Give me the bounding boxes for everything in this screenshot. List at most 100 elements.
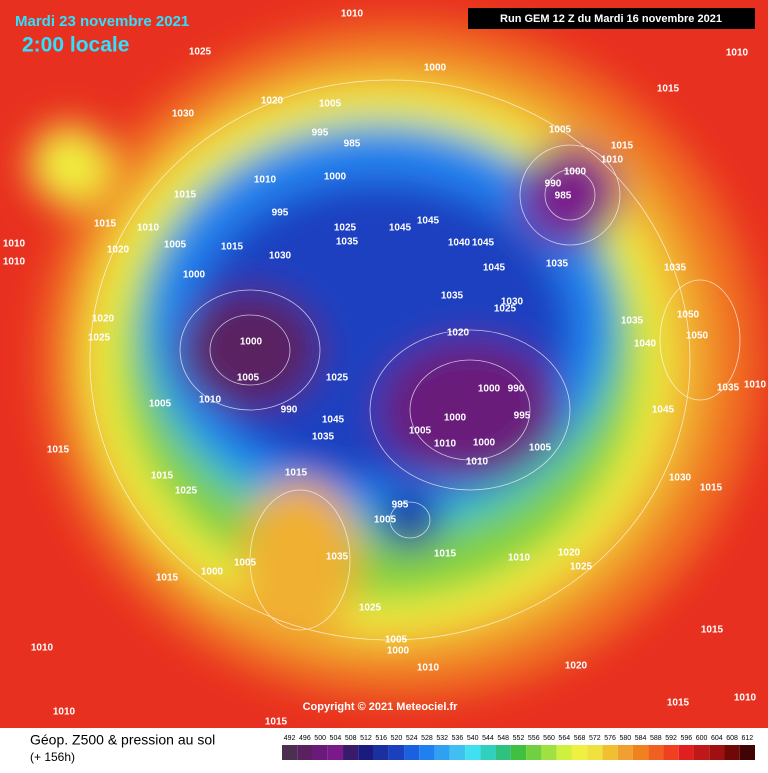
- isobar-label: 1005: [409, 426, 432, 437]
- scale-label: 560: [543, 735, 555, 742]
- scale-swatch: [434, 745, 450, 760]
- scale-label: 536: [452, 735, 464, 742]
- scale-swatch: [693, 745, 710, 760]
- isobar-label: 1015: [657, 84, 680, 95]
- scale-label: 520: [391, 735, 403, 742]
- isobar-label: 1015: [285, 468, 308, 479]
- isobar-label: 1030: [172, 109, 195, 120]
- isobar-label: 1005: [385, 635, 408, 646]
- scale-label: 548: [497, 735, 509, 742]
- isobar-label: 1025: [189, 47, 212, 58]
- isobar-label: 1045: [483, 263, 506, 274]
- isobar-label: 1010: [31, 643, 54, 654]
- scale-swatch: [419, 745, 435, 760]
- scale-swatch: [724, 745, 740, 760]
- isobar-label: 1000: [444, 413, 467, 424]
- scale-label: 596: [680, 735, 692, 742]
- scale-label: 512: [360, 735, 372, 742]
- isobar-label: 1010: [601, 155, 624, 166]
- isobar-label: 1035: [336, 237, 359, 248]
- isobar-label: 1025: [175, 486, 198, 497]
- isobar-label: 1035: [717, 383, 740, 394]
- scale-label: 508: [345, 735, 357, 742]
- isobar-label: 1000: [240, 337, 263, 348]
- isobar-label: 1005: [149, 399, 172, 410]
- isobar-label: 1045: [472, 238, 495, 249]
- isobar-label: 1050: [686, 331, 709, 342]
- scale-swatch: [541, 745, 557, 760]
- isobar-label: 1045: [417, 216, 440, 227]
- isobar-label: 1010: [508, 553, 531, 564]
- scale-label: 592: [665, 735, 677, 742]
- isobar-label: 1020: [92, 314, 115, 325]
- color-scale: 492 496 500 504 508 512 516 520 524 528 532 536 540 5…: [282, 735, 755, 760]
- isobar-label: 995: [312, 128, 329, 139]
- scale-swatch: [297, 745, 313, 760]
- isobar-label: 1025: [326, 373, 349, 384]
- forecast-time: 2:00 locale: [22, 34, 129, 57]
- isobar-label: 1045: [389, 223, 412, 234]
- isobar-label: 1040: [634, 339, 657, 350]
- isobar-label: 1000: [201, 567, 224, 578]
- scale-swatch: [388, 745, 405, 760]
- scale-label: 588: [650, 735, 662, 742]
- isobar-label: 1020: [107, 245, 130, 256]
- isobar-label: 1045: [322, 415, 345, 426]
- scale-swatch: [587, 745, 603, 760]
- isobar-label: 990: [508, 384, 525, 395]
- isobar-label: 1020: [447, 328, 470, 339]
- background-field: [0, 0, 768, 728]
- isobar-label: 1050: [677, 310, 700, 321]
- scale-swatch: [739, 745, 755, 760]
- scale-label: 524: [406, 735, 418, 742]
- scale-label: 556: [528, 735, 540, 742]
- scale-swatch: [510, 745, 527, 760]
- isobar-label: 1010: [53, 707, 76, 718]
- scale-label: 496: [299, 735, 311, 742]
- isobar-label: 1030: [269, 251, 292, 262]
- isobar-label: 1045: [652, 405, 675, 416]
- isobar-label: 1000: [387, 646, 410, 657]
- isobar-label: 1000: [324, 172, 347, 183]
- scale-swatch: [648, 745, 664, 760]
- scale-swatch: [312, 745, 328, 760]
- isobar-label: 1015: [151, 471, 174, 482]
- isobar-label: 1035: [312, 432, 335, 443]
- isobar-label: 985: [555, 191, 572, 202]
- isobar-label: 1005: [164, 240, 187, 251]
- scale-label: 576: [604, 735, 616, 742]
- isobar-label: 1025: [88, 333, 111, 344]
- scale-label: 500: [314, 735, 326, 742]
- scale-label: 492: [284, 735, 296, 742]
- scale-swatch: [678, 745, 694, 760]
- scale-swatch: [343, 745, 359, 760]
- run-info: Run GEM 12 Z du Mardi 16 novembre 2021: [500, 13, 722, 25]
- legend-title: Géop. Z500 & pression au sol: [30, 732, 215, 748]
- isobar-label: 1020: [261, 96, 284, 107]
- isobar-label: 1010: [254, 175, 277, 186]
- isobar-label: 1015: [94, 219, 117, 230]
- isobar-label: 1015: [221, 242, 244, 253]
- scale-swatch: [327, 745, 344, 760]
- scale-label: 584: [635, 735, 647, 742]
- scale-swatch: [571, 745, 588, 760]
- isobar-label: 985: [344, 139, 361, 150]
- isobar-label: 1015: [265, 717, 288, 728]
- isobar-label: 1035: [326, 552, 349, 563]
- isobar-label: 1035: [664, 263, 687, 274]
- scale-label: 552: [513, 735, 525, 742]
- isobar-label: 1005: [374, 515, 397, 526]
- scale-swatch: [602, 745, 618, 760]
- scale-label: 564: [558, 735, 570, 742]
- scale-swatch: [556, 745, 572, 760]
- isobar-label: 1010: [199, 395, 222, 406]
- isobar-label: 1040: [448, 238, 471, 249]
- isobar-label: 1010: [3, 257, 26, 268]
- scale-swatch: [495, 745, 511, 760]
- isobar-label: 1000: [473, 438, 496, 449]
- scale-swatch: [282, 745, 298, 760]
- isobar-label: 1010: [726, 48, 749, 59]
- isobar-label: 1005: [319, 99, 342, 110]
- isobar-label: 990: [545, 179, 562, 190]
- isobar-label: 995: [514, 411, 531, 422]
